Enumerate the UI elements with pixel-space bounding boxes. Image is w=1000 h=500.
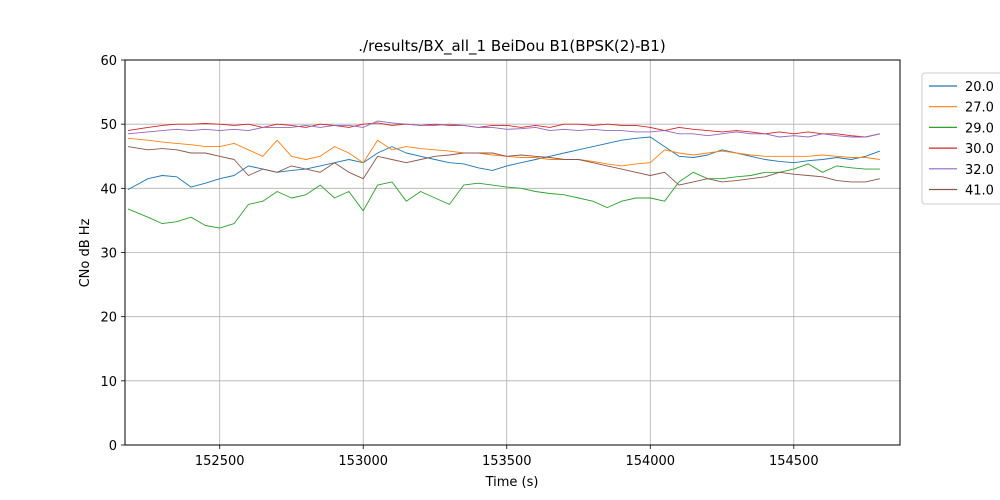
x-axis-label: Time (s) <box>485 475 539 490</box>
x-tick-label: 154500 <box>769 454 819 469</box>
chart-title: ./results/BX_all_1 BeiDou B1(BPSK(2)-B1) <box>358 37 665 56</box>
y-tick-label: 60 <box>100 54 117 69</box>
y-tick-label: 40 <box>100 182 117 197</box>
y-tick-label: 0 <box>109 439 117 454</box>
series-line-32.0 <box>127 120 880 138</box>
series-line-41.0 <box>127 146 880 186</box>
legend-label: 32.0 <box>965 163 994 178</box>
legend-label: 41.0 <box>965 184 994 199</box>
x-tick-label: 154000 <box>625 454 675 469</box>
legend-label: 27.0 <box>965 101 994 116</box>
legend-label: 29.0 <box>965 121 994 136</box>
x-tick-label: 152500 <box>195 454 245 469</box>
legend: 20.0 27.0 29.0 30.0 32.0 41.0 <box>921 72 1000 205</box>
y-axis: 0 10 20 30 40 50 60 <box>100 54 125 454</box>
x-tick-label: 153000 <box>338 454 388 469</box>
legend-label: 30.0 <box>965 142 994 157</box>
series-line-20.0 <box>127 136 881 190</box>
series-line-30.0 <box>127 122 880 138</box>
legend-label: 20.0 <box>965 80 994 95</box>
y-tick-label: 30 <box>100 247 117 262</box>
legend-box <box>921 72 1000 205</box>
x-axis: 152500 153000 153500 154000 154500 <box>195 445 819 469</box>
y-tick-label: 10 <box>100 375 117 390</box>
grid-lines <box>125 60 900 445</box>
x-tick-label: 153500 <box>482 454 532 469</box>
y-tick-label: 20 <box>100 311 117 326</box>
y-axis-label: CNo dB Hz <box>78 218 93 287</box>
series-line-29.0 <box>127 163 880 229</box>
series-lines <box>127 120 881 229</box>
y-tick-label: 50 <box>100 118 117 133</box>
